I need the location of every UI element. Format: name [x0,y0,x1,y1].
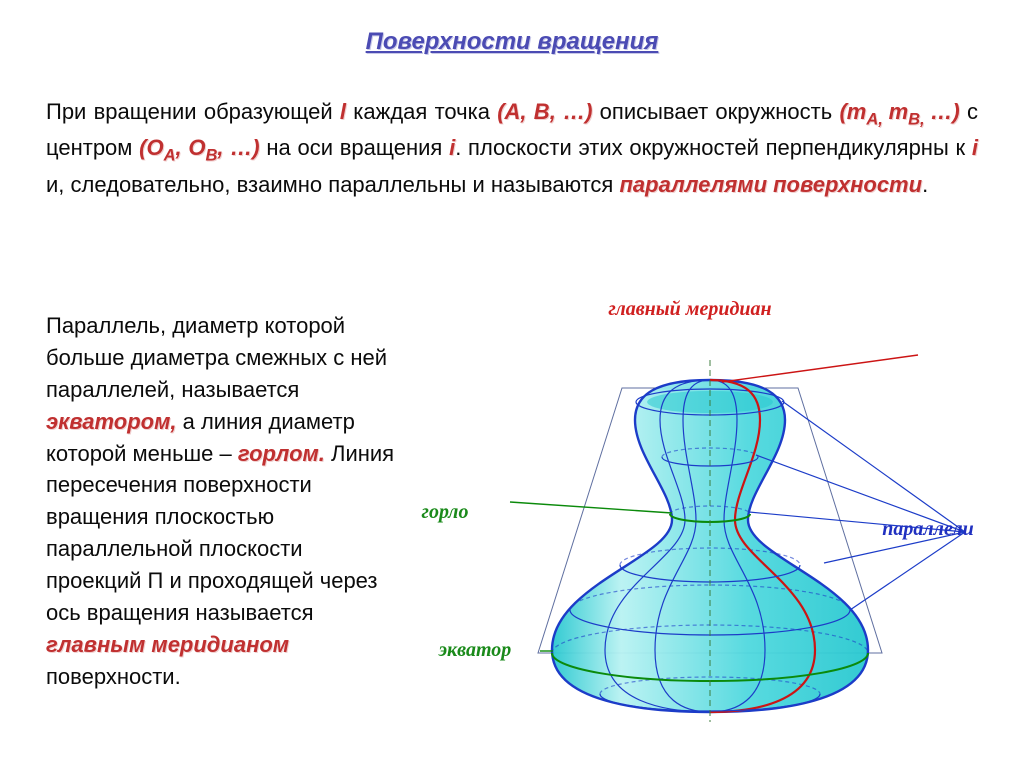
p1-t5: на оси вращения [260,135,449,160]
p2-mer: главным меридианом [46,632,289,657]
p1-oab: (OA, OB, …) [139,135,259,160]
label-parallels: параллели [882,518,973,541]
paragraph-1: При вращении образующей l каждая точка (… [46,96,978,201]
p1-t1: При вращении образующей [46,99,340,124]
p1-term: параллелями поверхности [619,172,922,197]
paragraph-2: Параллель, диаметр которой больше диамет… [46,310,401,693]
p2-eq: экватором, [46,409,177,434]
p1-t7: и, следовательно, взаимно параллельны и … [46,172,619,197]
p1-t6: . плоскости этих окружностей перпендикул… [455,135,972,160]
p1-ab: (A, B, …) [497,99,592,124]
p1-t3: описывает окружность [592,99,839,124]
p2-t1: Параллель, диаметр которой больше диамет… [46,313,387,402]
page-title: Поверхности вращения [0,28,1024,56]
label-equator: экватор [439,639,512,662]
p1-i2: i [972,135,978,160]
p2-t3: Линия пересечения поверхности вращения п… [46,441,394,625]
p1-mab: (mA, mB, …) [839,99,959,124]
title-text: Поверхности вращения [366,28,659,55]
p2-t4: поверхности. [46,664,181,689]
p2-th: горлом. [238,441,325,466]
p1-t2: каждая точка [346,99,497,124]
label-throat: горло [422,501,469,524]
label-main-meridian: главный меридиан [608,298,771,321]
p1-t8: . [922,172,928,197]
